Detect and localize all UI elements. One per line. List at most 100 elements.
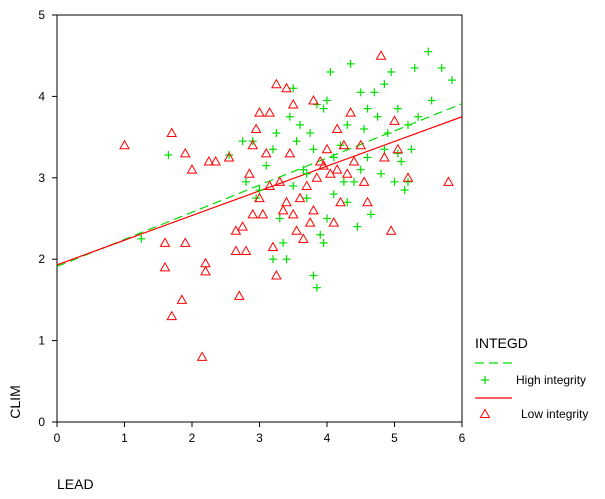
data-point-high-integrity [346,59,355,68]
data-point-high-integrity [343,198,352,207]
data-point-low-integrity [200,257,211,268]
data-point-low-integrity [385,225,397,235]
data-point-low-integrity [335,196,346,207]
data-point-low-integrity [230,245,242,256]
data-point-high-integrity [242,177,250,186]
data-point-low-integrity [291,225,302,235]
data-point-low-integrity [210,156,221,166]
data-point-high-integrity [356,165,365,174]
legend: INTEGD High integrity Low integrity [475,335,588,421]
data-point-low-integrity [287,99,299,109]
y-tick-label: 3 [38,171,45,185]
y-tick-label: 2 [38,252,45,266]
data-point-low-integrity [166,127,178,138]
data-point-low-integrity [277,204,289,215]
data-point-high-integrity [306,129,315,138]
data-point-high-integrity [329,190,338,199]
x-tick-label: 5 [391,431,398,445]
data-point-low-integrity [271,269,282,280]
data-point-low-integrity [264,107,275,117]
data-point-low-integrity [321,143,333,154]
data-point-high-integrity [400,186,409,195]
y-tick-label: 5 [38,8,45,22]
data-point-high-integrity [427,96,436,105]
data-point-high-integrity [299,165,308,174]
fit-line [56,103,463,268]
data-point-high-integrity [272,129,281,138]
data-point-high-integrity [410,63,419,72]
plot-border [56,14,463,423]
x-tick-label: 3 [256,431,263,445]
data-point-high-integrity [366,210,375,219]
data-point-low-integrity [298,233,309,243]
data-point-high-integrity [137,234,146,243]
data-point-high-integrity [404,177,412,186]
data-point-low-integrity [281,82,292,93]
data-point-high-integrity [390,177,399,186]
data-point-low-integrity [304,217,316,227]
y-axis-title: CLIM [7,385,23,418]
x-axis: 0 1 2 3 4 5 6 [54,422,466,445]
data-point-high-integrity [424,47,433,56]
data-point-high-integrity [397,157,406,166]
data-points [119,47,456,361]
data-point-low-integrity [375,50,387,60]
data-point-low-integrity [200,265,211,276]
data-point-low-integrity [311,172,323,182]
data-point-low-integrity [341,168,353,178]
data-point-high-integrity [336,141,345,150]
data-point-high-integrity [353,222,362,231]
data-point-low-integrity [203,156,215,166]
data-point-high-integrity [269,255,277,264]
data-point-low-integrity [308,204,319,215]
data-point-low-integrity [233,290,245,300]
data-point-low-integrity [264,180,275,190]
data-point-low-integrity [358,176,370,186]
data-point-high-integrity [275,214,284,223]
data-point-high-integrity [289,84,298,93]
data-point-low-integrity [223,151,235,162]
data-point-high-integrity [289,181,298,190]
data-point-high-integrity [238,137,247,146]
data-point-low-integrity [389,115,400,125]
data-point-low-integrity [308,94,319,105]
data-point-low-integrity [159,237,171,247]
data-point-high-integrity [282,255,291,264]
data-point-high-integrity [437,63,446,72]
data-point-high-integrity [380,80,389,89]
data-point-low-integrity [402,172,414,182]
data-point-low-integrity [119,139,130,150]
y-tick-label: 1 [38,334,45,348]
data-point-low-integrity [254,192,265,203]
data-point-low-integrity [318,160,329,170]
y-tick-label: 0 [38,415,45,429]
data-point-low-integrity [247,139,259,150]
data-point-low-integrity [331,123,343,133]
data-point-low-integrity [392,143,404,154]
x-tick-label: 6 [459,431,466,445]
data-point-high-integrity [296,120,304,129]
data-point-low-integrity [274,176,286,186]
data-point-low-integrity [179,237,191,247]
x-tick-label: 1 [121,431,128,445]
data-point-low-integrity [159,261,171,272]
data-point-low-integrity [284,147,296,158]
x-tick-label: 0 [54,431,61,445]
data-point-high-integrity [339,177,348,186]
data-point-high-integrity [323,96,331,105]
data-point-high-integrity [407,145,416,154]
data-point-high-integrity [350,177,358,186]
data-point-low-integrity [257,208,269,219]
data-point-low-integrity [250,123,262,133]
data-point-low-integrity [186,164,198,174]
data-point-low-integrity [287,208,299,219]
data-point-low-integrity [443,176,454,186]
data-point-low-integrity [166,310,178,321]
data-point-high-integrity [164,151,173,160]
data-point-low-integrity [338,139,350,150]
data-point-high-integrity [279,238,288,247]
data-point-low-integrity [301,180,313,190]
x-tick-label: 2 [189,431,196,445]
data-point-high-integrity [252,194,261,203]
data-point-low-integrity [362,196,373,207]
